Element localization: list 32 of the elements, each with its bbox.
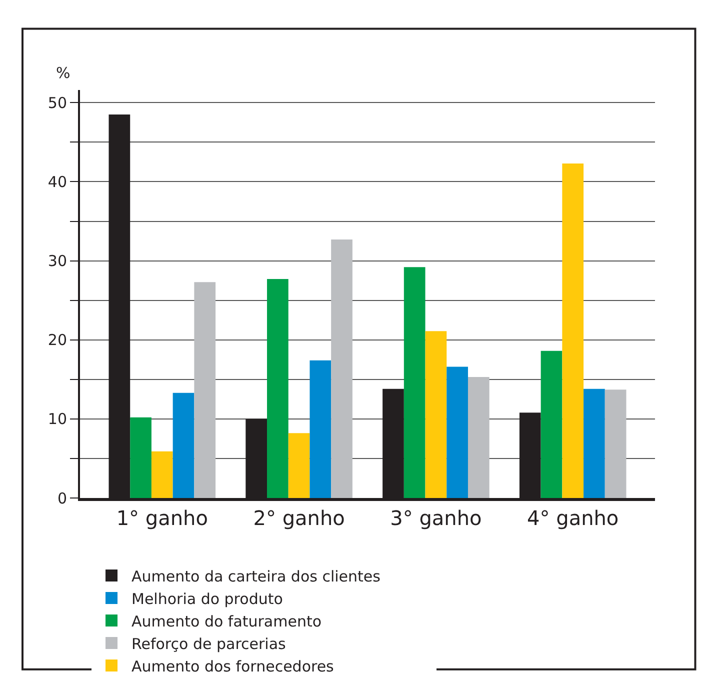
bar (425, 331, 447, 498)
y-tick-label: 0 (57, 489, 67, 508)
bar (446, 366, 468, 498)
bar (310, 360, 332, 498)
y-axis-title: % (56, 64, 70, 82)
y-tick-label: 20 (48, 331, 67, 350)
y-tick-label: 30 (48, 252, 67, 270)
bar (331, 239, 352, 498)
x-tick-label: 1° ganho (116, 506, 208, 530)
bar (604, 390, 626, 498)
bar (468, 377, 490, 498)
x-tick-label: 3° ganho (390, 506, 482, 530)
legend-label: Reforço de parcerias (132, 634, 286, 653)
bar (404, 267, 426, 498)
legend-label: Aumento do faturamento (132, 612, 322, 630)
y-tick-label: 40 (48, 172, 67, 191)
legend-label: Aumento da carteira dos clientes (132, 567, 381, 586)
x-tick-label: 2° ganho (253, 506, 345, 530)
bar (194, 282, 216, 498)
bar (288, 433, 310, 498)
bar (267, 278, 288, 498)
bar (562, 164, 584, 498)
x-tick-label: 4° ganho (527, 506, 619, 530)
bar (540, 350, 562, 498)
legend-label: Aumento dos fornecedores (132, 657, 334, 676)
y-tick-label: 10 (48, 410, 67, 428)
bar (584, 388, 605, 498)
y-tick-label: 50 (48, 94, 67, 112)
legend-label: Melhoria do produto (132, 590, 283, 608)
bar (130, 417, 152, 498)
bar (172, 392, 194, 498)
bar (151, 451, 173, 498)
